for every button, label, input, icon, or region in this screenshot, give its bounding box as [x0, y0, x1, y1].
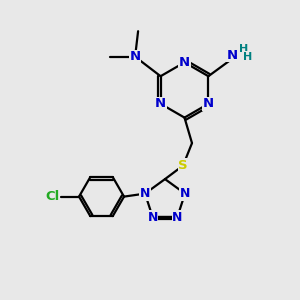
Text: N: N: [180, 187, 190, 200]
Text: H: H: [239, 44, 248, 54]
Text: N: N: [140, 187, 150, 200]
Text: H: H: [243, 52, 252, 62]
Text: N: N: [148, 211, 158, 224]
Text: N: N: [155, 97, 166, 110]
Text: N: N: [179, 56, 190, 69]
Text: S: S: [178, 159, 188, 172]
Text: N: N: [203, 97, 214, 110]
Text: N: N: [130, 50, 141, 63]
Text: N: N: [172, 211, 182, 224]
Text: N: N: [227, 49, 238, 62]
Text: Cl: Cl: [45, 190, 59, 203]
